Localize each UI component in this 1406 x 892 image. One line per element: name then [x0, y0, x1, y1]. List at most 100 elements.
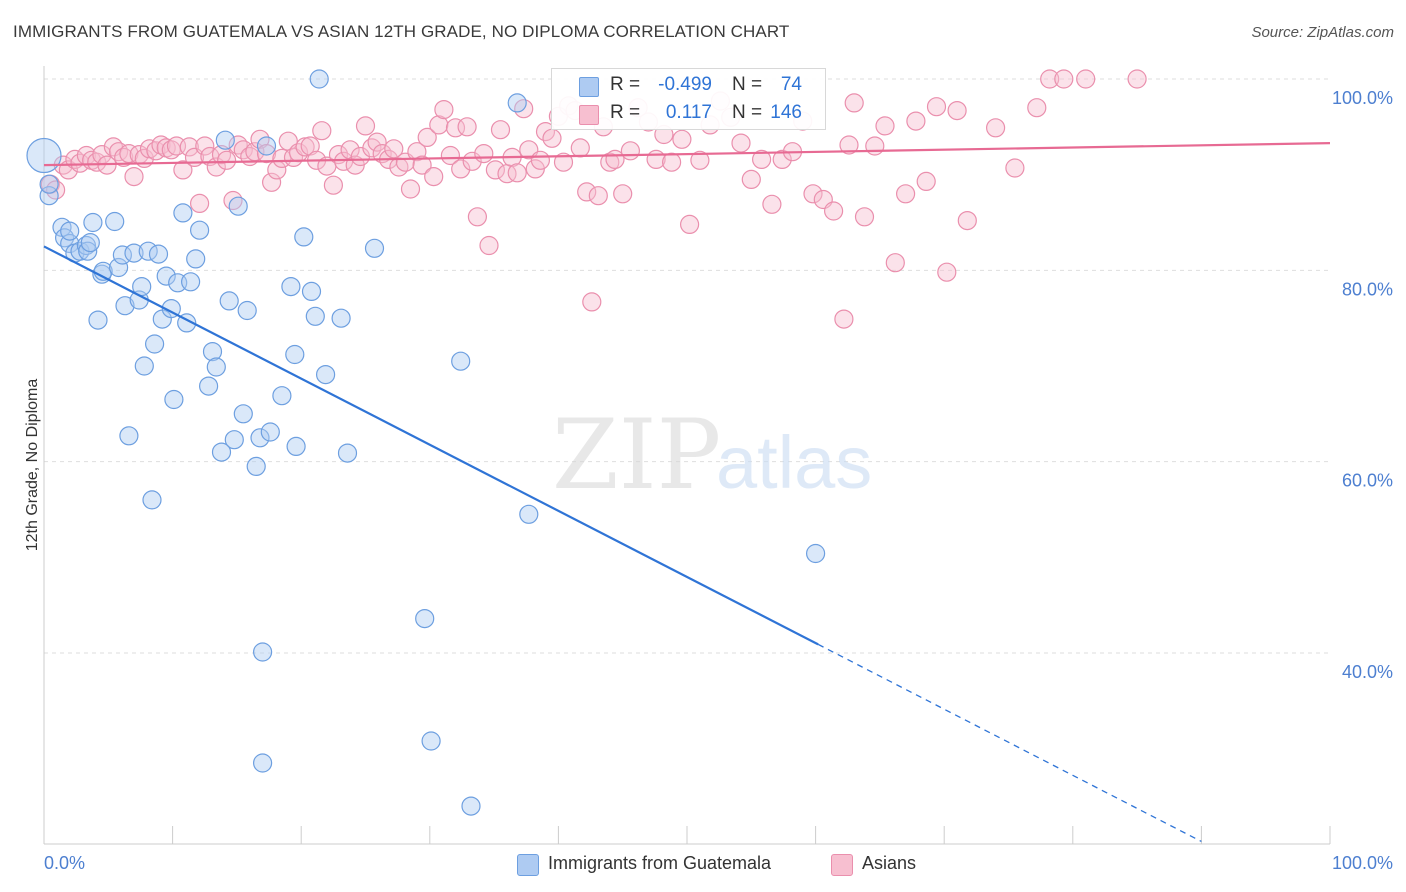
guatemala-point: [83, 212, 103, 233]
asians-point: [474, 144, 494, 164]
legend-swatch-guatemala: [517, 854, 539, 876]
legend-r-value: 0.117: [665, 102, 712, 123]
asians-point: [70, 153, 90, 173]
asians-point: [190, 193, 210, 213]
asians-point: [600, 152, 620, 172]
asians-point: [751, 149, 772, 169]
asians-point: [262, 172, 282, 192]
asians-point: [173, 160, 193, 180]
asians-point: [485, 160, 505, 180]
y-tick-label: 60.0%: [1342, 471, 1393, 491]
guatemala-point: [260, 422, 280, 442]
guatemala-point: [253, 642, 273, 662]
asians-point: [854, 207, 875, 227]
guatemala-point: [115, 296, 135, 316]
asians-point: [434, 99, 454, 120]
asians-point: [179, 137, 199, 157]
guatemala-point: [164, 389, 184, 410]
asians-point: [542, 128, 562, 148]
watermark: ZIP atlas: [552, 399, 872, 511]
guatemala-point: [206, 357, 226, 377]
asians-point: [424, 167, 444, 187]
asians-point: [300, 136, 320, 156]
guatemala-point: [237, 300, 257, 321]
asians-point: [865, 136, 885, 156]
asians-point: [451, 159, 471, 179]
legend-swatch-asians: [579, 105, 599, 125]
guatemala-point: [142, 490, 162, 510]
guatemala-point: [148, 244, 169, 264]
legend-r-label: R =: [610, 74, 641, 95]
asians-point: [1127, 69, 1147, 89]
asians-point: [490, 120, 511, 140]
gridlines: [44, 78, 1330, 654]
guatemala-point: [294, 227, 314, 247]
y-tick-label: 40.0%: [1342, 662, 1393, 682]
asians-point: [151, 135, 171, 155]
asians-point: [1076, 69, 1096, 89]
asians-point: [690, 150, 710, 170]
guatemala-point: [181, 272, 201, 292]
asians-point: [367, 132, 387, 152]
asians-point: [577, 182, 597, 202]
tick-labels: 40.0% 60.0% 80.0% 100.0% 0.0% 100.0%: [44, 88, 1393, 873]
asians-point: [124, 167, 144, 187]
asians-point: [362, 138, 382, 158]
asians-point: [217, 150, 237, 170]
asians-point: [582, 292, 602, 312]
asians-point: [672, 129, 692, 149]
asians-point: [429, 115, 449, 135]
asians-point: [803, 184, 823, 204]
x-tick-label: 100.0%: [1332, 853, 1393, 873]
guatemala-point: [228, 196, 248, 216]
asians-point: [256, 144, 277, 164]
guatemala-point: [507, 93, 527, 113]
asians-point: [479, 235, 499, 256]
asians-point: [906, 111, 926, 131]
guatemala-point: [364, 238, 385, 258]
legend-swatch-asians: [831, 854, 853, 876]
guatemala-point: [415, 608, 435, 629]
asians-point: [412, 155, 432, 175]
asians-point: [1027, 98, 1047, 118]
trend-line-guatemala: [43, 245, 819, 646]
watermark-zip: ZIP: [552, 399, 721, 511]
guatemala-point: [119, 426, 139, 446]
asians-point: [895, 184, 916, 204]
legend-swatch-guatemala: [579, 77, 599, 97]
asians-point: [731, 133, 751, 153]
legend-r-label: R =: [610, 102, 641, 123]
guatemala-point: [224, 430, 244, 450]
guatemala-point: [39, 186, 59, 206]
guatemala-point: [285, 344, 305, 365]
asians-point: [417, 127, 437, 147]
asians-point: [679, 214, 700, 234]
chart-title: IMMIGRANTS FROM GUATEMALA VS ASIAN 12TH …: [13, 22, 790, 41]
legend-r-value: -0.499: [658, 74, 712, 95]
asians-point: [937, 262, 957, 282]
correlation-legend: R = -0.499 N = 74 R = 0.117 N = 146: [551, 68, 826, 130]
asians-point: [223, 190, 243, 211]
guatemala-point: [186, 249, 206, 269]
asians-point: [457, 117, 477, 137]
x-tick-label: 0.0%: [44, 853, 85, 873]
guatemala-point: [331, 308, 351, 328]
trend-line-asians: [43, 141, 1331, 167]
guatemala-point: [337, 443, 358, 463]
guatemala-point: [316, 365, 336, 385]
guatemala-point: [256, 136, 277, 156]
guatemala-point: [272, 386, 292, 406]
guatemala-point: [211, 442, 232, 462]
guatemala-point: [202, 342, 223, 362]
guatemala-point: [246, 456, 266, 476]
asians-point: [844, 93, 864, 113]
asians-point: [1040, 69, 1060, 89]
guatemala-point: [105, 211, 125, 232]
guatemala-point: [156, 266, 176, 286]
guatemala-point: [461, 796, 481, 816]
asians-point: [916, 171, 936, 191]
asians-point: [957, 211, 977, 231]
trend-lines: [43, 141, 1331, 843]
asians-point: [772, 149, 792, 169]
guatemala-point: [215, 130, 235, 150]
